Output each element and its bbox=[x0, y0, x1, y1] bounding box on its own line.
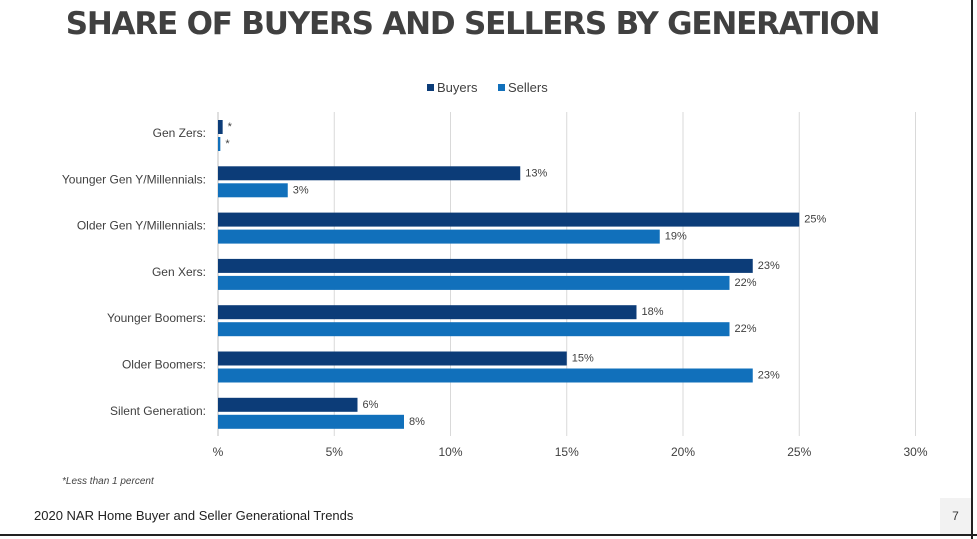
category-label: Younger Gen Y/Millennials: bbox=[62, 172, 206, 186]
bar-value-label: 22% bbox=[735, 277, 757, 289]
category-label: Younger Boomers: bbox=[107, 311, 206, 325]
bar-value-label: 8% bbox=[409, 416, 425, 428]
page-number-box: 7 bbox=[940, 498, 971, 534]
slide-border-right bbox=[971, 0, 973, 539]
bars bbox=[218, 120, 800, 429]
category-label: Silent Generation: bbox=[110, 404, 206, 418]
bar-sellers bbox=[218, 414, 404, 429]
bar-value-label: * bbox=[225, 138, 230, 150]
category-labels: Gen Zers: Younger Gen Y/Millennials: Older… bbox=[62, 126, 206, 418]
bar-buyers bbox=[218, 120, 223, 134]
x-tick-label: 25% bbox=[787, 445, 811, 459]
bar-sellers bbox=[218, 275, 730, 290]
bar-value-label: * bbox=[228, 121, 233, 133]
legend-label: Buyers bbox=[437, 80, 478, 95]
bar-value-label: 6% bbox=[363, 399, 379, 411]
x-tick-label: 15% bbox=[555, 445, 579, 459]
bar-value-label: 15% bbox=[572, 353, 594, 365]
chart-title: SHARE OF BUYERS AND SELLERS BY GENERATIO… bbox=[65, 6, 881, 42]
bar-buyers bbox=[218, 351, 567, 366]
bar-buyers bbox=[218, 397, 358, 412]
x-tick-label: 30% bbox=[903, 445, 927, 459]
page-number: 7 bbox=[952, 509, 959, 523]
value-labels: **13%3%25%19%23%22%18%22%15%23%6%8% bbox=[225, 121, 826, 428]
category-label: Gen Xers: bbox=[152, 265, 206, 279]
bar-buyers bbox=[218, 258, 753, 273]
category-label: Gen Zers: bbox=[153, 126, 206, 140]
gridlines bbox=[217, 112, 916, 436]
bar-buyers bbox=[218, 212, 800, 227]
category-label: Older Boomers: bbox=[122, 358, 206, 372]
bar-value-label: 19% bbox=[665, 231, 687, 243]
bar-sellers bbox=[218, 183, 288, 198]
slide-border-bottom bbox=[0, 534, 977, 536]
bar-value-label: 23% bbox=[758, 370, 780, 382]
bar-buyers bbox=[218, 305, 637, 320]
bar-value-label: 3% bbox=[293, 184, 309, 196]
bar-sellers bbox=[218, 322, 730, 337]
bar-sellers bbox=[218, 229, 660, 244]
bar-sellers bbox=[218, 368, 753, 383]
footnote: *Less than 1 percent bbox=[62, 476, 154, 487]
x-tick-label: 5% bbox=[326, 445, 344, 459]
bar-sellers bbox=[218, 137, 221, 151]
x-tick-label: 20% bbox=[671, 445, 695, 459]
bar-value-label: 23% bbox=[758, 260, 780, 272]
bar-value-label: 22% bbox=[735, 323, 757, 335]
x-axis-ticks: % 5% 10% 15% 20% 25% 30% bbox=[213, 445, 928, 459]
legend-swatch bbox=[498, 84, 505, 91]
bar-value-label: 18% bbox=[642, 306, 664, 318]
bar-buyers bbox=[218, 166, 521, 181]
category-label: Older Gen Y/Millennials: bbox=[77, 219, 206, 233]
legend: Buyers Sellers bbox=[427, 80, 548, 95]
legend-swatch bbox=[427, 84, 434, 91]
bar-value-label: 13% bbox=[525, 167, 547, 179]
source-note: 2020 NAR Home Buyer and Seller Generatio… bbox=[34, 508, 354, 523]
legend-label: Sellers bbox=[508, 80, 548, 95]
x-tick-label: 10% bbox=[438, 445, 462, 459]
x-tick-label: % bbox=[213, 445, 224, 459]
bar-value-label: 25% bbox=[804, 214, 826, 226]
